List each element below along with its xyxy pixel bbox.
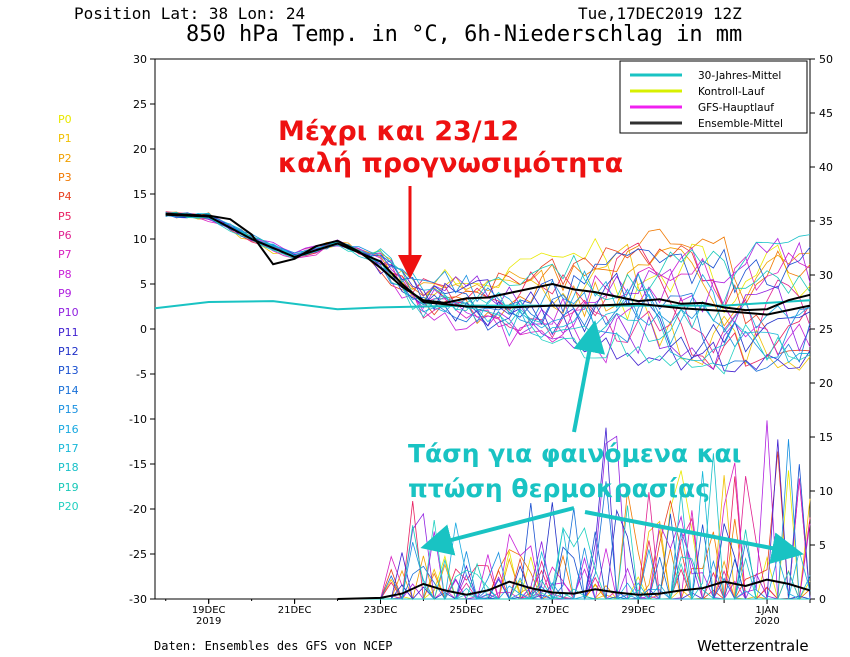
- y-right-tick-label: 5: [819, 539, 826, 552]
- position-label: Position Lat: 38 Lon: 24: [74, 4, 306, 23]
- data-source: Daten: Ensembles des GFS von NCEP: [154, 639, 393, 653]
- y-right-tick-label: 25: [819, 323, 833, 336]
- member-temp-line: [165, 212, 811, 375]
- y-right-tick-label: 15: [819, 431, 833, 444]
- member-label: P13: [58, 364, 79, 378]
- red-annotation-line2: καλή προγνωσιμότητα: [278, 148, 623, 179]
- y-right-tick-label: 0: [819, 593, 826, 606]
- chart-title: 850 hPa Temp. in °C, 6h-Niederschlag in …: [186, 22, 743, 47]
- x-tick-year: 2019: [196, 616, 221, 627]
- y-right-tick-label: 20: [819, 377, 833, 390]
- legend-label: Ensemble-Mittel: [698, 118, 783, 130]
- y-left-tick-label: -20: [129, 503, 147, 516]
- climatology-line: [154, 299, 811, 311]
- legend-label: 30-Jahres-Mittel: [698, 70, 781, 82]
- legend-frame: [619, 60, 808, 134]
- member-temp-line: [165, 213, 811, 355]
- member-label: P20: [58, 499, 79, 513]
- member-label: P4: [58, 190, 72, 204]
- member-label: P2: [58, 151, 72, 165]
- member-label: P6: [58, 229, 72, 243]
- run-date: Tue,17DEC2019 12Z: [578, 4, 742, 23]
- x-tick-label: 21DEC: [278, 605, 312, 616]
- legend-label: Kontroll-Lauf: [698, 86, 765, 98]
- member-label: P1: [58, 132, 72, 146]
- y-left-tick-label: 30: [133, 53, 147, 66]
- member-label: P18: [58, 461, 79, 475]
- x-tick-label: 29DEC: [621, 605, 655, 616]
- y-left-tick-label: 10: [133, 233, 147, 246]
- y-right-tick-label: 50: [819, 53, 833, 66]
- cyan-arrow-left: [420, 506, 575, 556]
- member-label: P16: [58, 422, 79, 436]
- member-label: P17: [58, 441, 79, 455]
- y-right-tick-label: 45: [819, 107, 833, 120]
- x-tick-label: 23DEC: [364, 605, 398, 616]
- y-right-tick-label: 35: [819, 215, 833, 228]
- y-right-tick-label: 10: [819, 485, 833, 498]
- member-list: P0 P1 P2 P3 P4 P5 P6 P7 P8 P9 P10 P11 P12 P13 P14 P15 P1…: [58, 110, 79, 516]
- y-left-tick-label: 0: [140, 323, 147, 336]
- ensemble-mean-line: [165, 212, 811, 312]
- cyan-arrow-right: [584, 510, 804, 564]
- member-temp-line: [165, 212, 811, 363]
- cyan-annotation-line2: πτώση θερμοκρασίας: [408, 474, 710, 503]
- member-label: P12: [58, 345, 79, 359]
- x-tick-label: 25DEC: [450, 605, 484, 616]
- member-label: P5: [58, 209, 72, 223]
- member-temp-line: [165, 212, 811, 372]
- red-annotation-line1: Μέχρι και 23/12: [278, 116, 519, 147]
- member-temp-line: [165, 212, 811, 373]
- member-temp-line: [165, 214, 811, 327]
- member-precip-line: [337, 505, 810, 601]
- cyan-annotation-line1: Τάση για φαινόμενα και: [408, 439, 741, 468]
- member-label: P11: [58, 325, 79, 339]
- member-temp-line: [165, 211, 811, 346]
- ensemble-mean-smooth-line: [165, 213, 811, 316]
- member-temp-line: [165, 215, 811, 343]
- y-left-tick-label: -5: [136, 368, 147, 381]
- x-tick-year: 2020: [754, 616, 779, 627]
- y-right-tick-label: 40: [819, 161, 833, 174]
- y-left-tick-label: 5: [140, 278, 147, 291]
- member-label: P9: [58, 287, 72, 301]
- temperature-members: [165, 211, 811, 375]
- member-label: P10: [58, 306, 79, 320]
- y-left-tick-label: -25: [129, 548, 147, 561]
- x-tick-label: 19DEC: [192, 605, 226, 616]
- x-tick-label: 27DEC: [535, 605, 569, 616]
- member-label: P14: [58, 383, 79, 397]
- y-left-tick-label: -15: [129, 458, 147, 471]
- y-right-tick-label: 30: [819, 269, 833, 282]
- member-label: P7: [58, 248, 72, 262]
- member-label: P19: [58, 480, 79, 494]
- member-temp-line: [165, 212, 811, 371]
- x-tick-label: 1JAN: [755, 605, 778, 616]
- legend-label: GFS-Hauptlauf: [698, 102, 774, 114]
- brand-label: Wetterzentrale: [697, 637, 809, 655]
- y-left-tick-label: -10: [129, 413, 147, 426]
- y-left-tick-label: 15: [133, 188, 147, 201]
- precip-mean-line: [337, 578, 811, 600]
- member-label: P3: [58, 171, 72, 185]
- member-label: P0: [58, 113, 72, 126]
- y-left-tick-label: 25: [133, 98, 147, 111]
- cyan-arrow-up: [572, 320, 605, 433]
- member-label: P8: [58, 267, 72, 281]
- y-left-tick-label: 20: [133, 143, 147, 156]
- member-label: P15: [58, 403, 79, 417]
- y-left-tick-label: -30: [129, 593, 147, 606]
- legend: 30-Jahres-Mittel Kontroll-Lauf GFS-Hauptla…: [619, 60, 808, 134]
